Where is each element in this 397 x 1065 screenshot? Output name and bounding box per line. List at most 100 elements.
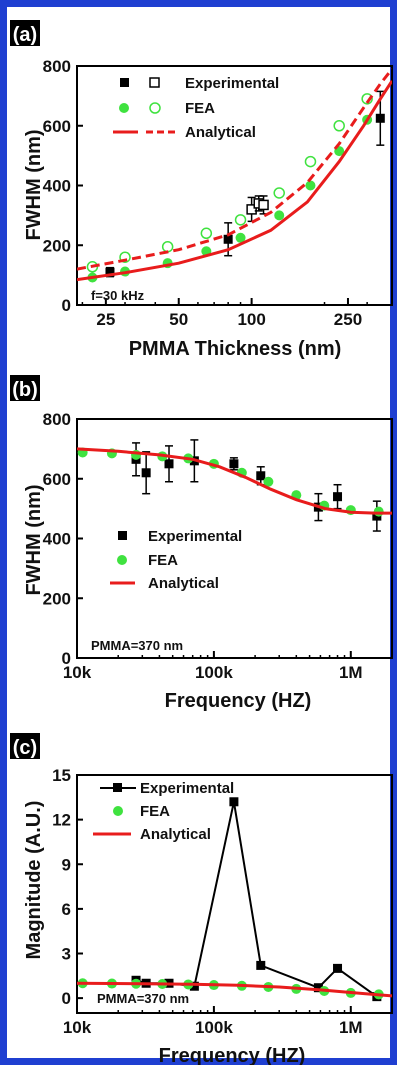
x-tick-label-c: 1M bbox=[339, 1018, 363, 1037]
data-point-fea-circle-open-a bbox=[361, 93, 373, 105]
plot-area-a: 0 200 400 600 800 25 50 100 250 bbox=[43, 57, 393, 329]
data-point-experimental-square-filled-c bbox=[313, 983, 323, 993]
series-line-analytical-dashed-a bbox=[77, 68, 392, 271]
legend-label-experimental-c: Experimental bbox=[140, 780, 234, 797]
data-point-fea-circle-open-a bbox=[304, 155, 317, 168]
legend-label-analytical-a: Analytical bbox=[185, 124, 256, 141]
legend-marker-experimental-open-a bbox=[149, 77, 160, 88]
legend-marker-fea-filled-a bbox=[119, 103, 129, 113]
data-point-experimental-square-filled-c bbox=[256, 960, 266, 970]
y-tick-label-c: 0 bbox=[62, 989, 71, 1008]
data-point-fea-circle-filled-a bbox=[305, 180, 316, 191]
x-tick-label-a: 250 bbox=[334, 310, 362, 329]
data-point-fea-circle-open-a bbox=[200, 227, 213, 240]
x-tick-label-a: 100 bbox=[237, 310, 265, 329]
panel-label-a: (a) bbox=[10, 20, 40, 46]
legend-label-analytical-c: Analytical bbox=[140, 826, 211, 843]
data-point-fea-circle-open-a bbox=[119, 251, 131, 263]
legend-marker-experimental-b bbox=[118, 531, 127, 540]
panel-label-text-a: (a) bbox=[13, 24, 37, 46]
x-tick-label-b: 10k bbox=[63, 663, 92, 682]
y-tick-label-b: 400 bbox=[43, 530, 71, 549]
x-tick-label-a: 25 bbox=[96, 310, 115, 329]
data-point-fea-circle-filled-a bbox=[274, 210, 285, 221]
legend-marker-fea-c bbox=[113, 806, 123, 816]
legend-label-experimental-a: Experimental bbox=[185, 75, 279, 92]
y-tick-label-c: 15 bbox=[52, 766, 71, 785]
series-line-analytical-solid-a bbox=[77, 80, 392, 282]
y-tick-label-a: 600 bbox=[43, 117, 71, 136]
legend-c: Experimental FEA Analytical bbox=[93, 780, 234, 843]
data-point-experimental-square-filled-b bbox=[333, 492, 343, 502]
series-line-analytical-solid-c bbox=[77, 981, 392, 998]
data-point-experimental-square-open-a bbox=[258, 199, 269, 211]
data-point-fea-circle-filled-b bbox=[263, 476, 274, 487]
y-tick-label-c: 9 bbox=[62, 855, 71, 874]
legend-a: Experimental FEA Analytical bbox=[113, 75, 279, 141]
data-point-experimental-square-filled-a bbox=[375, 113, 385, 123]
annotation-a: f=30 kHz bbox=[91, 288, 145, 303]
y-axis-title-c: Magnitude (A.U.) bbox=[23, 801, 45, 960]
legend-marker-experimental-c bbox=[113, 783, 122, 792]
data-point-experimental-square-filled-c bbox=[229, 797, 239, 807]
data-point-fea-circle-filled-a bbox=[235, 232, 246, 243]
panel-label-text-c: (c) bbox=[13, 737, 37, 759]
series-line-analytical-solid-b bbox=[77, 447, 392, 515]
data-point-experimental-square-filled-c bbox=[189, 981, 199, 991]
y-tick-label-b: 800 bbox=[43, 410, 71, 429]
plot-area-b: 0 200 400 600 800 10k 100k 1M bbox=[43, 410, 393, 682]
y-tick-label-a: 400 bbox=[43, 177, 71, 196]
data-point-experimental-square-filled-b bbox=[164, 459, 174, 469]
x-tick-label-b: 1M bbox=[339, 663, 363, 682]
legend-label-experimental-b: Experimental bbox=[148, 528, 242, 545]
x-tick-label-c: 100k bbox=[195, 1018, 233, 1037]
y-tick-label-c: 6 bbox=[62, 900, 71, 919]
y-tick-label-a: 0 bbox=[62, 296, 71, 315]
x-tick-label-a: 50 bbox=[169, 310, 188, 329]
annotation-c: PMMA=370 nm bbox=[97, 991, 189, 1006]
y-tick-label-b: 0 bbox=[62, 649, 71, 668]
data-point-experimental-square-filled-c bbox=[333, 963, 343, 973]
panel-label-b: (b) bbox=[10, 375, 40, 401]
x-axis-title-b: Frequency (HZ) bbox=[165, 690, 312, 712]
data-point-experimental-square-filled-a bbox=[105, 267, 115, 277]
plot-area-c: 0 3 6 9 12 15 10k 100k 1M bbox=[52, 766, 393, 1037]
y-axis-title-b: FWHM (nm) bbox=[23, 484, 45, 595]
x-axis-title-a: PMMA Thickness (nm) bbox=[129, 338, 342, 360]
y-tick-label-b: 600 bbox=[43, 470, 71, 489]
y-tick-label-a: 800 bbox=[43, 57, 71, 76]
data-point-fea-circle-open-a bbox=[234, 214, 247, 226]
y-tick-label-c: 3 bbox=[62, 945, 71, 964]
panel-label-c: (c) bbox=[10, 733, 40, 759]
axes-frame-c bbox=[76, 774, 393, 1014]
data-point-experimental-square-filled-b bbox=[141, 468, 151, 478]
legend-marker-fea-b bbox=[117, 555, 127, 565]
x-axis-title-c: Frequency (HZ) bbox=[159, 1045, 306, 1065]
data-point-experimental-square-open-a bbox=[246, 204, 257, 215]
y-tick-label-a: 200 bbox=[43, 236, 71, 255]
panel-b: (b) 0 200 400 600 800 10k 100k 1M Frequency (HZ… bbox=[10, 375, 393, 712]
y-tick-label-b: 200 bbox=[43, 589, 71, 608]
legend-b: Experimental FEA Analytical bbox=[110, 528, 242, 592]
legend-label-fea-b: FEA bbox=[148, 552, 178, 569]
x-tick-label-c: 10k bbox=[63, 1018, 92, 1037]
legend-label-fea-a: FEA bbox=[185, 100, 215, 117]
panel-c: (c) 0 3 6 9 12 15 10k 100k 1M Frequency (HZ) Mag… bbox=[10, 733, 393, 1065]
data-point-experimental-square-filled-b bbox=[256, 471, 266, 481]
panel-label-text-b: (b) bbox=[12, 379, 38, 401]
data-point-fea-circle-open-a bbox=[333, 120, 345, 132]
legend-label-analytical-b: Analytical bbox=[148, 575, 219, 592]
x-tick-label-b: 100k bbox=[195, 663, 233, 682]
data-point-fea-circle-open-a bbox=[161, 240, 174, 253]
panel-a: (a) 0 200 400 600 800 25 50 100 250 PMMA Thickne… bbox=[10, 20, 393, 360]
legend-marker-fea-open-a bbox=[149, 102, 161, 114]
legend-marker-experimental-filled-a bbox=[120, 78, 129, 87]
data-point-fea-circle-open-a bbox=[273, 187, 285, 199]
y-tick-label-c: 12 bbox=[52, 811, 71, 830]
y-axis-title-a: FWHM (nm) bbox=[23, 129, 45, 240]
legend-label-fea-c: FEA bbox=[140, 803, 170, 820]
annotation-b: PMMA=370 nm bbox=[91, 638, 183, 653]
data-point-experimental-square-filled-a bbox=[223, 234, 233, 244]
